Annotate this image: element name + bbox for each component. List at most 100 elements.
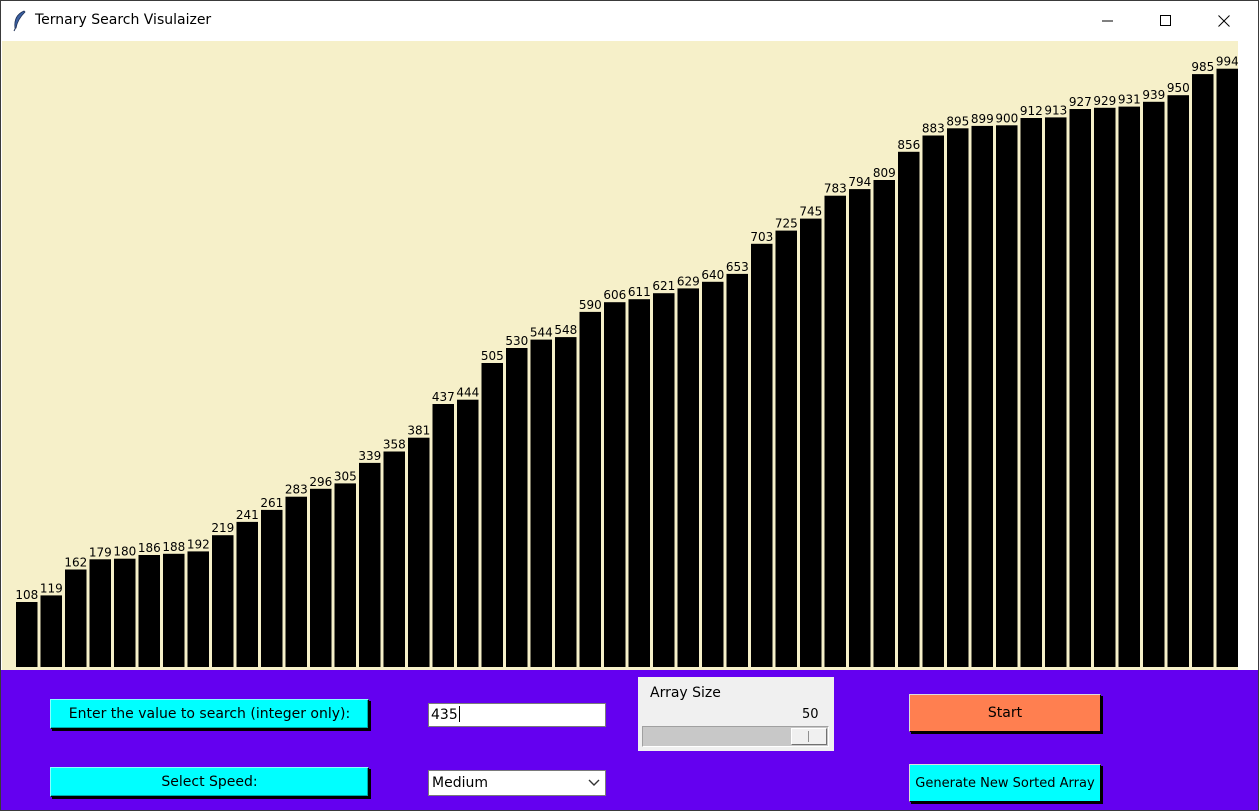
start-button[interactable]: Start (909, 694, 1101, 732)
bar (383, 451, 405, 667)
control-panel: Enter the value to search (integer only)… (1, 670, 1258, 810)
bar-value-label: 883 (922, 122, 945, 136)
bar-value-label: 283 (285, 483, 308, 497)
bar-value-label: 621 (652, 279, 675, 293)
bar-value-label: 179 (89, 545, 112, 559)
bar (1143, 101, 1165, 668)
bar (408, 437, 430, 667)
bar (1192, 74, 1214, 668)
bar (457, 399, 479, 667)
bar (114, 558, 136, 667)
search-input[interactable]: 435 (428, 703, 606, 727)
bar (40, 595, 62, 667)
bar (751, 243, 773, 668)
bar-value-label: 219 (211, 521, 234, 535)
bar-value-label: 381 (407, 424, 430, 438)
speed-select[interactable]: Medium (428, 770, 606, 796)
bar (506, 348, 528, 667)
bar-value-label: 950 (1167, 81, 1190, 95)
bar (138, 555, 160, 667)
bar-value-label: 437 (432, 390, 455, 404)
minimize-button[interactable] (1079, 1, 1137, 41)
bar-value-label: 653 (726, 260, 749, 274)
slider-thumb[interactable] (791, 728, 827, 745)
bar (873, 180, 895, 667)
bar (971, 125, 993, 667)
maximize-icon (1160, 15, 1171, 26)
bar (775, 230, 797, 667)
search-input-value: 435 (431, 707, 458, 723)
bar-value-label: 725 (775, 217, 798, 231)
bar-value-label: 162 (64, 556, 87, 570)
bar-value-label: 629 (677, 274, 700, 288)
bar (310, 488, 332, 667)
visualization-canvas: 108 119 162 179 180 186 188 192 219 241 261 283 296 3… (2, 41, 1238, 670)
bar-value-label: 783 (824, 182, 847, 196)
bar (236, 521, 258, 667)
window-title: Ternary Search Visulaizer (35, 12, 212, 28)
bar (947, 128, 969, 668)
bar-value-label: 899 (971, 112, 994, 126)
bar-value-label: 590 (579, 298, 602, 312)
bar (261, 509, 283, 667)
generate-array-button[interactable]: Generate New Sorted Array (909, 764, 1101, 802)
bar (16, 602, 38, 667)
bar (1094, 107, 1116, 668)
bar-value-label: 794 (848, 175, 871, 189)
bar-value-label: 745 (799, 205, 822, 219)
bar-value-label: 339 (358, 449, 381, 463)
close-button[interactable] (1195, 1, 1253, 41)
bar-value-label: 927 (1069, 95, 1092, 109)
bar-value-label: 548 (554, 323, 577, 337)
chevron-down-icon (588, 779, 600, 786)
bar (1118, 106, 1140, 668)
bar-value-label: 939 (1142, 88, 1165, 102)
bar (800, 218, 822, 667)
bar-value-label: 296 (309, 475, 332, 489)
bar (187, 551, 209, 667)
bar (1216, 68, 1238, 667)
speed-selected-value: Medium (432, 775, 488, 791)
window-margin (1238, 41, 1258, 670)
bar-value-label: 912 (1020, 104, 1043, 118)
bar-value-label: 192 (187, 537, 210, 551)
bar-value-label: 505 (481, 349, 504, 363)
bar (922, 135, 944, 667)
bar (849, 189, 871, 667)
bar-value-label: 606 (603, 288, 626, 302)
bar (89, 559, 111, 667)
bar-value-label: 640 (701, 268, 724, 282)
bar-value-label: 856 (897, 138, 920, 152)
bar (824, 195, 846, 667)
bar-value-label: 188 (162, 540, 185, 554)
bar-value-label: 261 (260, 496, 283, 510)
bar (996, 125, 1018, 668)
bar-value-label: 530 (505, 334, 528, 348)
bar-value-label: 180 (113, 545, 136, 559)
bar (1167, 95, 1189, 667)
bar-value-label: 444 (456, 386, 479, 400)
bar (555, 337, 577, 667)
bar (212, 535, 234, 667)
bar (163, 553, 185, 667)
bar-value-label: 809 (873, 166, 896, 180)
bar (530, 339, 552, 667)
bar (677, 288, 699, 667)
text-caret (458, 706, 460, 722)
bar (604, 302, 626, 667)
bar (481, 363, 503, 667)
array-size-label: Array Size (650, 685, 721, 701)
array-size-slider[interactable] (642, 726, 829, 747)
bar (653, 293, 675, 667)
bar-value-label: 913 (1044, 103, 1067, 117)
search-value-label-button[interactable]: Enter the value to search (integer only)… (50, 699, 369, 729)
bar-value-label: 985 (1191, 60, 1214, 74)
maximize-button[interactable] (1137, 1, 1195, 41)
select-speed-label-button[interactable]: Select Speed: (50, 767, 369, 797)
title-bar[interactable]: Ternary Search Visulaizer (1, 1, 1258, 41)
slider-thumb-groove (808, 731, 809, 742)
bar-value-label: 186 (138, 541, 161, 555)
bar (65, 569, 87, 667)
